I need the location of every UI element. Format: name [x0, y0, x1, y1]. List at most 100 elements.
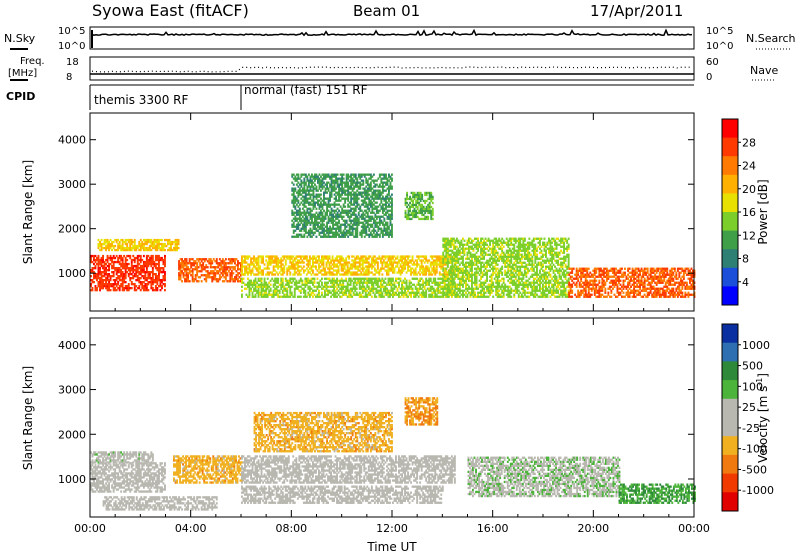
heatmap-cell [379, 204, 381, 206]
heatmap-cell [308, 184, 310, 186]
heatmap-cell [274, 269, 276, 271]
heatmap-cell [201, 270, 203, 272]
heatmap-cell [302, 216, 304, 218]
heatmap-cell [135, 273, 137, 275]
heatmap-cell [319, 200, 321, 202]
heatmap-cell [354, 286, 356, 288]
heatmap-cell [282, 259, 284, 261]
heatmap-cell [381, 294, 383, 296]
heatmap-cell [379, 218, 381, 220]
heatmap-cell [340, 196, 342, 198]
heatmap-cell [323, 182, 325, 184]
heatmap-cell [373, 204, 375, 206]
heatmap-cell [219, 278, 221, 280]
heatmap-cell [394, 269, 396, 271]
heatmap-cell [326, 263, 328, 265]
heatmap-cell [425, 271, 427, 273]
heatmap-cell [404, 278, 406, 280]
heatmap-cell [314, 204, 316, 206]
heatmap-cell [262, 273, 264, 275]
heatmap-cell [294, 292, 296, 294]
heatmap-cell [374, 273, 376, 275]
heatmap-cell [161, 287, 163, 289]
heatmap-cell [295, 257, 297, 259]
heatmap-cell [459, 250, 461, 252]
heatmap-cell [277, 286, 279, 288]
heatmap-cell [314, 294, 316, 296]
heatmap-cell [343, 216, 345, 218]
heatmap-cell [283, 267, 285, 269]
heatmap-cell [378, 255, 380, 257]
heatmap-cell [286, 288, 288, 290]
heatmap-cell [410, 282, 412, 284]
heatmap-cell [347, 282, 349, 284]
heatmap-cell [276, 288, 278, 290]
heatmap-cell [317, 269, 319, 271]
heatmap-cell [432, 198, 434, 200]
heatmap-cell [470, 296, 472, 298]
heatmap-cell [391, 282, 393, 284]
heatmap-cell [361, 176, 363, 178]
heatmap-cell [291, 294, 293, 296]
heatmap-cell [306, 210, 308, 212]
heatmap-cell [356, 202, 358, 204]
heatmap-cell [323, 263, 325, 265]
heatmap-cell [152, 287, 154, 289]
heatmap-cell [201, 260, 203, 262]
heatmap-cell [268, 282, 270, 284]
heatmap-cell [476, 274, 478, 276]
heatmap-cell [158, 245, 160, 247]
heatmap-cell [329, 257, 331, 259]
heatmap-cell [336, 273, 338, 275]
heatmap-cell [131, 281, 133, 283]
heatmap-cell [398, 284, 400, 286]
heatmap-cell [99, 269, 101, 271]
heatmap-cell [388, 273, 390, 275]
heatmap-cell [311, 273, 313, 275]
heatmap-cell [341, 186, 343, 188]
heatmap-cell [331, 194, 333, 196]
heatmap-cell [356, 196, 358, 198]
heatmap-cell [283, 271, 285, 273]
heatmap-cell [119, 267, 121, 269]
heatmap-cell [241, 290, 243, 292]
heatmap-cell [340, 228, 342, 230]
heatmap-cell [347, 265, 349, 267]
heatmap-cell [291, 292, 293, 294]
heatmap-cell [140, 257, 142, 259]
heatmap-cell [249, 255, 251, 257]
heatmap-cell [146, 269, 148, 271]
heatmap-cell [178, 243, 180, 245]
heatmap-cell [306, 176, 308, 178]
heatmap-cell [192, 258, 194, 260]
heatmap-cell [442, 262, 444, 264]
heatmap-cell [131, 249, 133, 251]
heatmap-cell [196, 274, 198, 276]
heatmap-cell [427, 265, 429, 267]
heatmap-cell [296, 184, 298, 186]
heatmap-cell [178, 239, 180, 241]
heatmap-cell [311, 230, 313, 232]
heatmap-cell [447, 258, 449, 260]
heatmap-cell [362, 222, 364, 224]
heatmap-cell [353, 284, 355, 286]
heatmap-cell [92, 289, 94, 291]
heatmap-cell [391, 198, 393, 200]
heatmap-cell [220, 264, 222, 266]
heatmap-cell [468, 258, 470, 260]
heatmap-cell [333, 288, 335, 290]
heatmap-cell [387, 222, 389, 224]
heatmap-cell [294, 290, 296, 292]
heatmap-cell [318, 294, 320, 296]
heatmap-cell [397, 257, 399, 259]
heatmap-cell [468, 250, 470, 252]
heatmap-cell [328, 216, 330, 218]
heatmap-cell [309, 271, 311, 273]
heatmap-cell [434, 280, 436, 282]
heatmap-cell [293, 232, 295, 234]
heatmap-cell [398, 294, 400, 296]
heatmap-cell [307, 292, 309, 294]
heatmap-cell [122, 259, 124, 261]
heatmap-cell [436, 267, 438, 269]
heatmap-cell [101, 263, 103, 265]
